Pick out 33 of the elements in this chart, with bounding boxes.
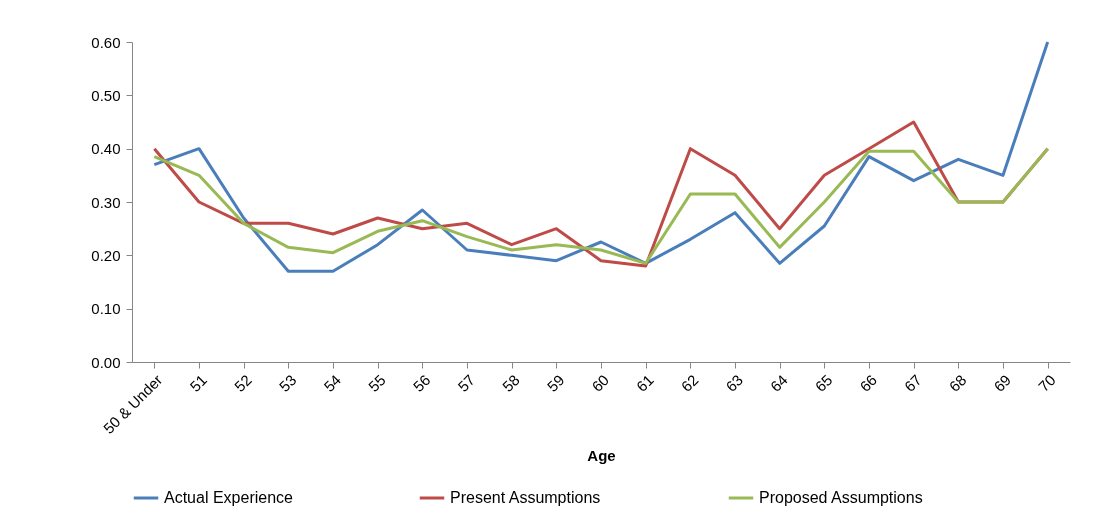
x-tick-label: 62 [677, 371, 702, 395]
legend-label: Present Assumptions [450, 489, 601, 506]
x-tick-label: 58 [498, 371, 523, 395]
x-tick-label: 61 [632, 371, 657, 395]
y-tick-label: 0.20 [91, 246, 121, 264]
x-tick-label: 54 [320, 371, 345, 395]
legend-label: Proposed Assumptions [759, 489, 923, 506]
line-series [152, 40, 1050, 273]
x-tick-label: 65 [811, 371, 836, 395]
x-tick-label: 63 [722, 371, 747, 395]
x-tick-label: 52 [230, 371, 255, 395]
x-tick-label: 68 [945, 371, 970, 395]
y-tick-label: 0.60 [91, 33, 121, 51]
y-tick-label: 0.40 [91, 140, 121, 158]
x-tick-label: 70 [1034, 371, 1059, 395]
legend-label: Actual Experience [164, 489, 294, 506]
x-tick-label: 59 [543, 371, 568, 395]
line-series [152, 147, 1050, 265]
x-tick-label: 64 [766, 371, 791, 395]
x-tick-label: 56 [409, 371, 434, 395]
y-tick-label: 0.50 [91, 86, 121, 104]
x-tick-label: 69 [990, 371, 1015, 395]
y-tick-label: 0.00 [91, 353, 121, 371]
x-axis-title: Age [587, 446, 616, 464]
x-tick-label: 66 [856, 371, 881, 395]
x-tick-label: 57 [454, 371, 479, 395]
x-tick-label: 55 [364, 371, 389, 395]
x-tick-label: 51 [186, 371, 211, 395]
x-tick-label: 60 [588, 371, 613, 395]
x-tick-label: 53 [275, 371, 300, 395]
x-tick-label: 67 [900, 371, 925, 395]
y-tick-label: 0.30 [91, 193, 121, 211]
y-tick-label: 0.10 [91, 300, 121, 318]
